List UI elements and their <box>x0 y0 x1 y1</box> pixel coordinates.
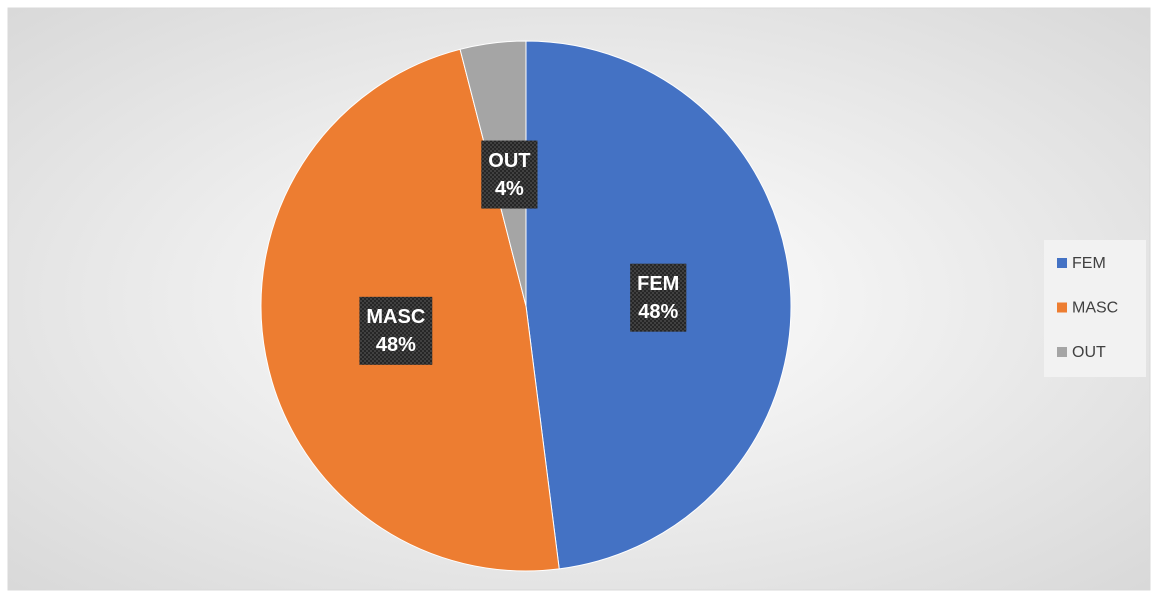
data-label-category: MASC <box>366 306 425 328</box>
data-label-box <box>481 140 538 209</box>
data-label-category: FEM <box>637 273 679 295</box>
data-label-value: 48% <box>376 334 416 356</box>
data-label-value: 4% <box>495 178 524 200</box>
legend-label: OUT <box>1072 344 1106 361</box>
data-label-category: OUT <box>488 150 530 172</box>
data-label: OUT 4% <box>481 140 538 209</box>
legend-label: FEM <box>1072 255 1106 272</box>
legend-swatch <box>1057 347 1067 357</box>
data-label-value: 48% <box>638 301 678 323</box>
data-label: FEM 48% <box>630 263 687 332</box>
data-label-box <box>630 263 687 332</box>
data-label: MASC 48% <box>359 296 433 365</box>
data-label-box <box>359 296 433 365</box>
legend-swatch <box>1057 258 1067 268</box>
legend-label: MASC <box>1072 300 1118 317</box>
legend-swatch <box>1057 302 1067 313</box>
